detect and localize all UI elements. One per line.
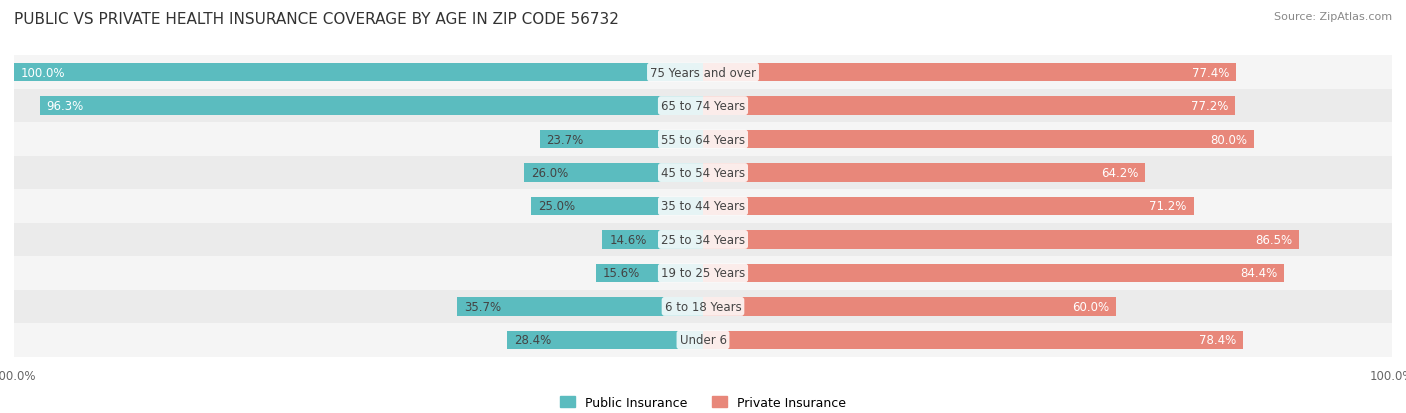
Bar bbox=[508, 331, 703, 349]
Bar bbox=[531, 197, 703, 216]
Bar bbox=[703, 331, 1243, 349]
Text: 26.0%: 26.0% bbox=[531, 166, 568, 180]
Text: 84.4%: 84.4% bbox=[1240, 267, 1278, 280]
Text: Source: ZipAtlas.com: Source: ZipAtlas.com bbox=[1274, 12, 1392, 22]
Text: 45 to 54 Years: 45 to 54 Years bbox=[661, 166, 745, 180]
Bar bbox=[14, 56, 1392, 90]
Text: 35 to 44 Years: 35 to 44 Years bbox=[661, 200, 745, 213]
Text: 65 to 74 Years: 65 to 74 Years bbox=[661, 100, 745, 113]
Text: Under 6: Under 6 bbox=[679, 334, 727, 347]
Text: 19 to 25 Years: 19 to 25 Years bbox=[661, 267, 745, 280]
Bar bbox=[14, 323, 1392, 357]
Text: 77.4%: 77.4% bbox=[1192, 66, 1229, 79]
Bar bbox=[703, 164, 1146, 182]
Bar bbox=[703, 297, 1116, 316]
Bar bbox=[457, 297, 703, 316]
Text: 15.6%: 15.6% bbox=[602, 267, 640, 280]
Text: 77.2%: 77.2% bbox=[1191, 100, 1227, 113]
Text: 23.7%: 23.7% bbox=[547, 133, 583, 146]
Text: 75 Years and over: 75 Years and over bbox=[650, 66, 756, 79]
Legend: Public Insurance, Private Insurance: Public Insurance, Private Insurance bbox=[555, 391, 851, 413]
Text: 25.0%: 25.0% bbox=[537, 200, 575, 213]
Bar bbox=[14, 157, 1392, 190]
Bar bbox=[14, 64, 703, 82]
Bar bbox=[596, 264, 703, 282]
Bar bbox=[14, 123, 1392, 157]
Text: 14.6%: 14.6% bbox=[609, 233, 647, 247]
Text: 71.2%: 71.2% bbox=[1149, 200, 1187, 213]
Bar bbox=[703, 131, 1254, 149]
Text: 78.4%: 78.4% bbox=[1199, 334, 1236, 347]
Bar bbox=[540, 131, 703, 149]
Text: 86.5%: 86.5% bbox=[1256, 233, 1292, 247]
Bar bbox=[602, 231, 703, 249]
Bar bbox=[524, 164, 703, 182]
Bar bbox=[14, 190, 1392, 223]
Text: 64.2%: 64.2% bbox=[1101, 166, 1139, 180]
Text: 60.0%: 60.0% bbox=[1073, 300, 1109, 313]
Text: PUBLIC VS PRIVATE HEALTH INSURANCE COVERAGE BY AGE IN ZIP CODE 56732: PUBLIC VS PRIVATE HEALTH INSURANCE COVER… bbox=[14, 12, 619, 27]
Bar bbox=[703, 97, 1234, 116]
Text: 80.0%: 80.0% bbox=[1211, 133, 1247, 146]
Bar bbox=[703, 264, 1285, 282]
Text: 35.7%: 35.7% bbox=[464, 300, 501, 313]
Text: 55 to 64 Years: 55 to 64 Years bbox=[661, 133, 745, 146]
Bar bbox=[14, 223, 1392, 256]
Bar bbox=[14, 90, 1392, 123]
Text: 96.3%: 96.3% bbox=[46, 100, 84, 113]
Text: 28.4%: 28.4% bbox=[515, 334, 551, 347]
Bar bbox=[703, 231, 1299, 249]
Bar bbox=[703, 197, 1194, 216]
Bar bbox=[14, 256, 1392, 290]
Text: 25 to 34 Years: 25 to 34 Years bbox=[661, 233, 745, 247]
Bar bbox=[39, 97, 703, 116]
Text: 6 to 18 Years: 6 to 18 Years bbox=[665, 300, 741, 313]
Text: 100.0%: 100.0% bbox=[21, 66, 66, 79]
Bar bbox=[14, 290, 1392, 323]
Bar bbox=[703, 64, 1236, 82]
